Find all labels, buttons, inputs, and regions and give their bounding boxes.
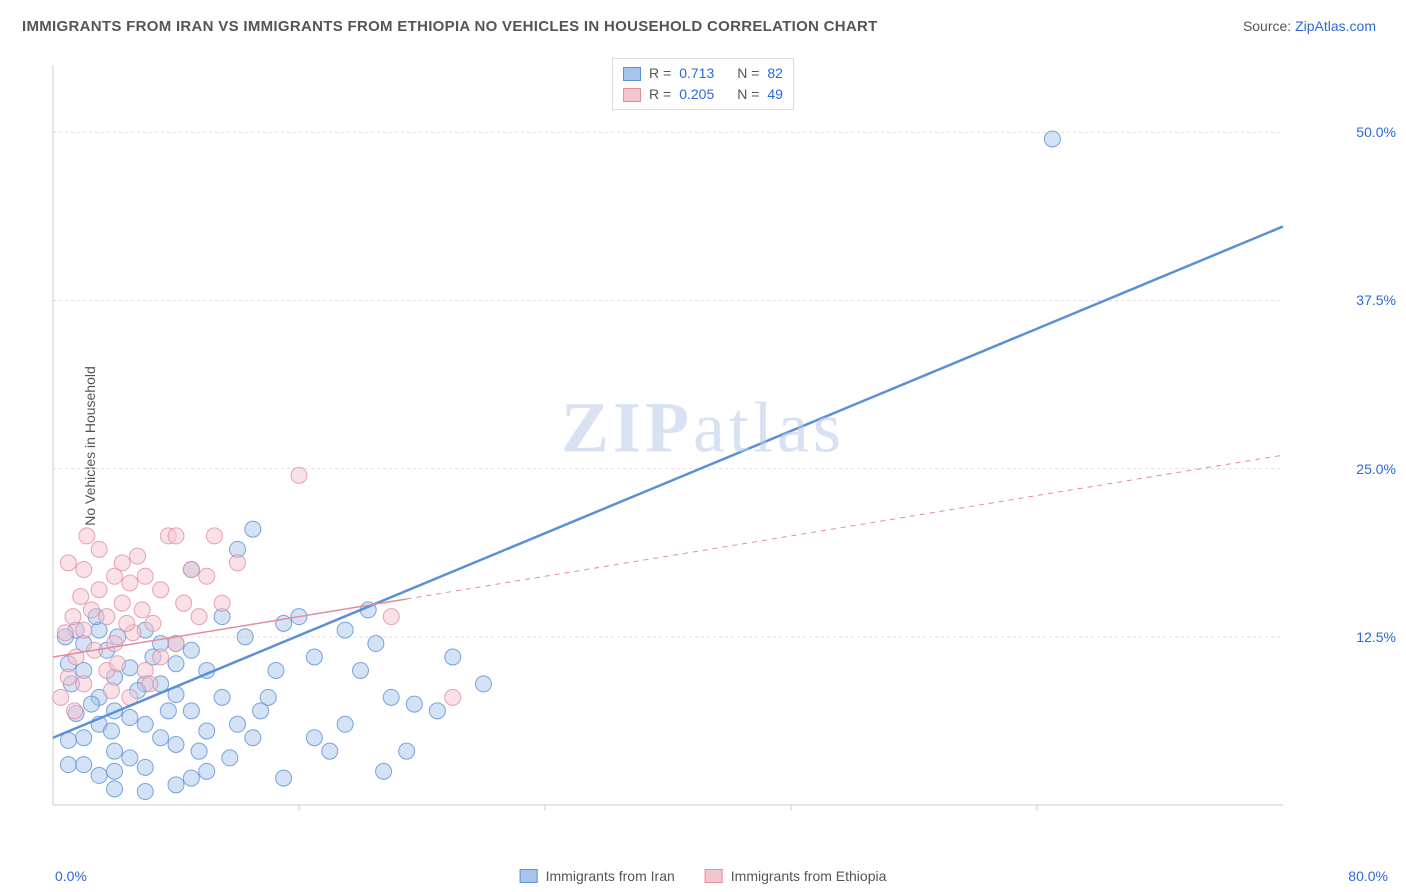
legend-label-iran: Immigrants from Iran — [546, 868, 675, 884]
legend-label-ethiopia: Immigrants from Ethiopia — [731, 868, 887, 884]
chart-title: IMMIGRANTS FROM IRAN VS IMMIGRANTS FROM … — [22, 18, 878, 35]
y-tick-label: 25.0% — [1356, 461, 1396, 477]
swatch-iran — [623, 67, 641, 81]
plot-area — [48, 55, 1328, 835]
source-prefix: Source: — [1243, 18, 1295, 34]
n-label-2: N = — [737, 84, 759, 105]
y-tick-label: 12.5% — [1356, 629, 1396, 645]
chart-container: IMMIGRANTS FROM IRAN VS IMMIGRANTS FROM … — [0, 0, 1406, 892]
r-label-2: R = — [649, 84, 671, 105]
x-tick-max: 80.0% — [1348, 868, 1388, 884]
legend-swatch-iran — [520, 869, 538, 883]
chart-svg — [48, 55, 1328, 835]
series-legend: Immigrants from Iran Immigrants from Eth… — [520, 868, 887, 884]
r-label: R = — [649, 63, 671, 84]
y-tick-label: 37.5% — [1356, 292, 1396, 308]
r-value-iran: 0.713 — [679, 63, 729, 84]
stats-legend: R = 0.713 N = 82 R = 0.205 N = 49 — [612, 58, 794, 110]
x-tick-min: 0.0% — [55, 868, 87, 884]
stats-row-ethiopia: R = 0.205 N = 49 — [623, 84, 783, 105]
r-value-ethiopia: 0.205 — [679, 84, 729, 105]
y-tick-label: 50.0% — [1356, 124, 1396, 140]
source-link[interactable]: ZipAtlas.com — [1295, 18, 1376, 34]
n-value-ethiopia: 49 — [767, 84, 783, 105]
legend-item-ethiopia: Immigrants from Ethiopia — [705, 868, 887, 884]
legend-item-iran: Immigrants from Iran — [520, 868, 675, 884]
stats-row-iran: R = 0.713 N = 82 — [623, 63, 783, 84]
n-label: N = — [737, 63, 759, 84]
swatch-ethiopia — [623, 88, 641, 102]
source-attribution: Source: ZipAtlas.com — [1243, 18, 1376, 34]
legend-swatch-ethiopia — [705, 869, 723, 883]
n-value-iran: 82 — [767, 63, 783, 84]
